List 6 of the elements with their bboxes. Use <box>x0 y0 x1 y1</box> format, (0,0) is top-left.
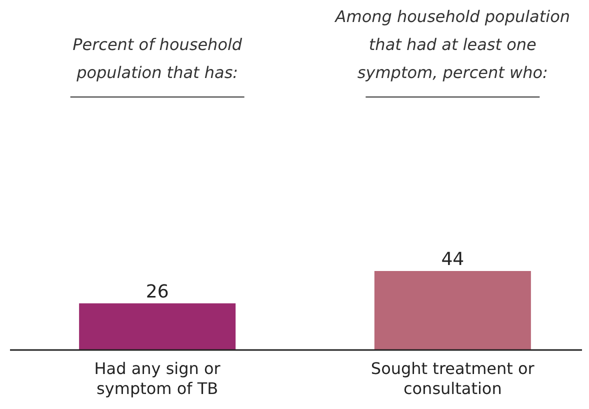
text: Among household population that had at least one symptom, percent who: <box>334 7 570 82</box>
text: Percent of household population that has: <box>72 35 243 82</box>
data-label: 26 <box>146 281 169 302</box>
x-tick-label: Sought treatment or consultation <box>370 359 535 398</box>
x-tick-label: Had any sign or symptom of TB <box>94 359 221 398</box>
data-label: 44 <box>441 249 464 270</box>
